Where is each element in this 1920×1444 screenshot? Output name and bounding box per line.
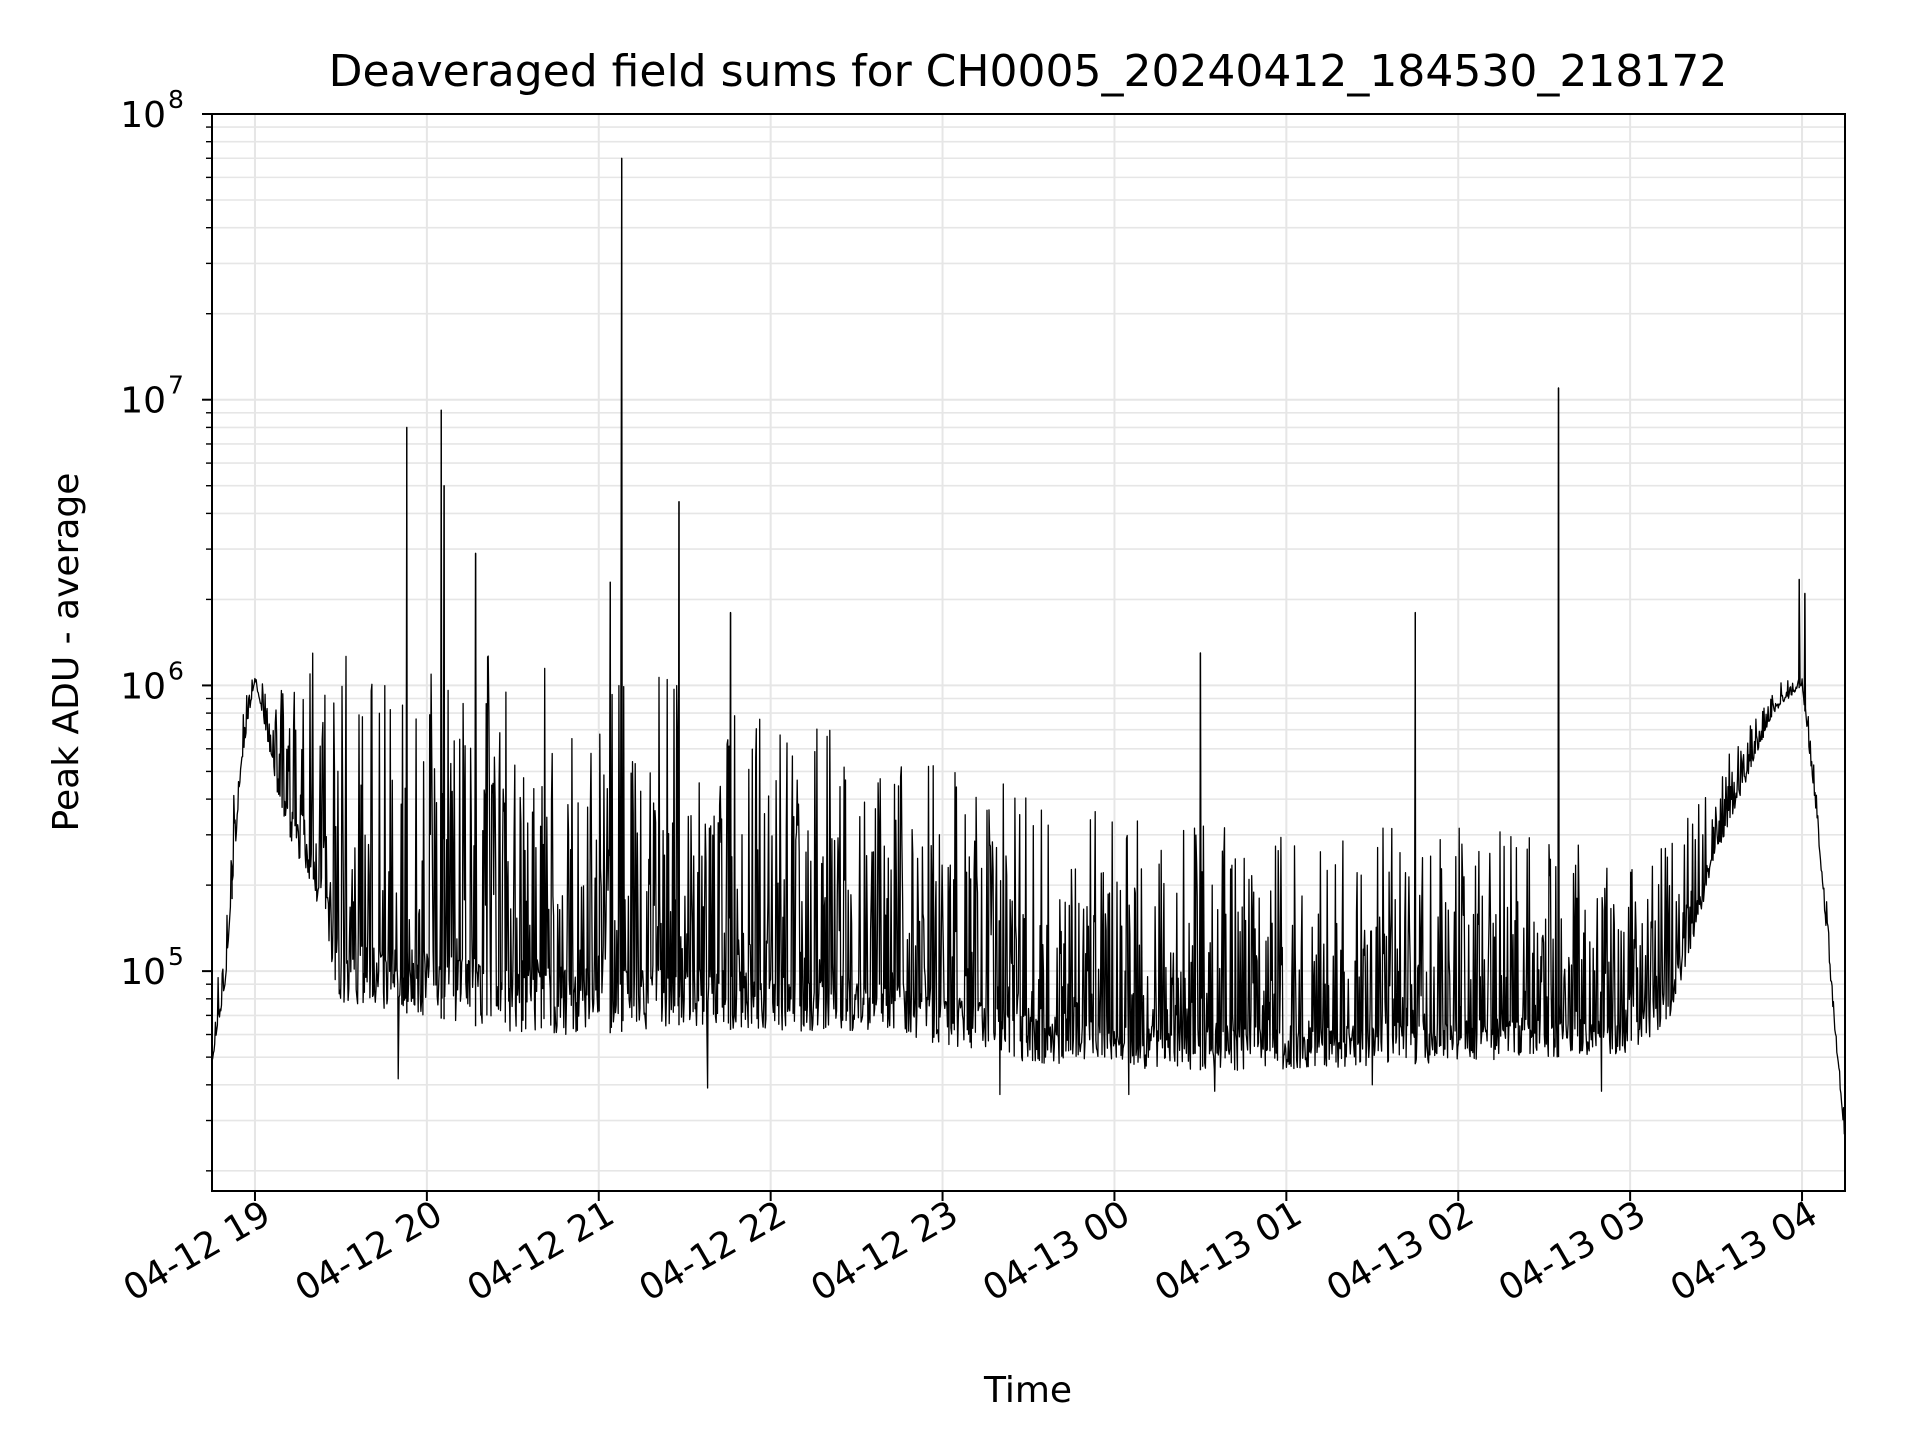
y-tick-label: 10 [120, 381, 166, 422]
y-tick-exponent: 6 [168, 656, 184, 685]
plot-frame [211, 113, 1846, 1192]
y-tick-label: 10 [120, 952, 166, 993]
y-tick-label: 10 [120, 666, 166, 707]
y-tick-exponent: 8 [168, 85, 184, 114]
chart-title: Deaveraged field sums for CH0005_2024041… [329, 46, 1728, 97]
y-tick-exponent: 5 [168, 942, 184, 971]
y-tick-label: 10 [120, 95, 166, 136]
series-line [212, 157, 1845, 1135]
y-tick-exponent: 7 [168, 371, 184, 400]
y-axis-label: Peak ADU - average [46, 473, 87, 832]
series-layer [212, 157, 1845, 1135]
x-axis-label: Time [983, 1370, 1072, 1411]
